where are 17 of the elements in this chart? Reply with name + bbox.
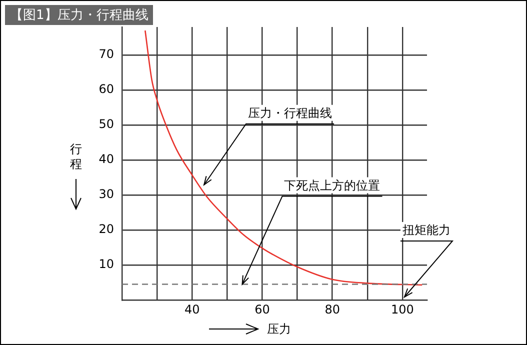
y-tick-label: 50 bbox=[98, 117, 114, 132]
y-tick-label: 70 bbox=[98, 47, 114, 62]
annotation: 下死点上方的位置 bbox=[284, 178, 380, 192]
y-axis-title: 行程 bbox=[69, 142, 83, 172]
annotation: 扭矩能力 bbox=[402, 223, 450, 238]
x-tick-label: 60 bbox=[254, 302, 270, 316]
x-tick-label: 100 bbox=[391, 302, 414, 316]
chart-title: 【图1】压力・行程曲线 bbox=[5, 5, 154, 25]
annotation: 压力・行程曲线 bbox=[248, 106, 332, 120]
y-tick-label: 40 bbox=[98, 152, 114, 166]
y-tick-label: 10 bbox=[98, 257, 114, 272]
x-tick-label: 40 bbox=[184, 302, 200, 316]
x-tick-label: 80 bbox=[324, 302, 340, 316]
y-tick-label: 60 bbox=[98, 82, 114, 96]
x-axis-title: 压力 bbox=[267, 321, 291, 338]
y-tick-label: 20 bbox=[98, 222, 114, 236]
y-tick-label: 30 bbox=[98, 187, 114, 202]
